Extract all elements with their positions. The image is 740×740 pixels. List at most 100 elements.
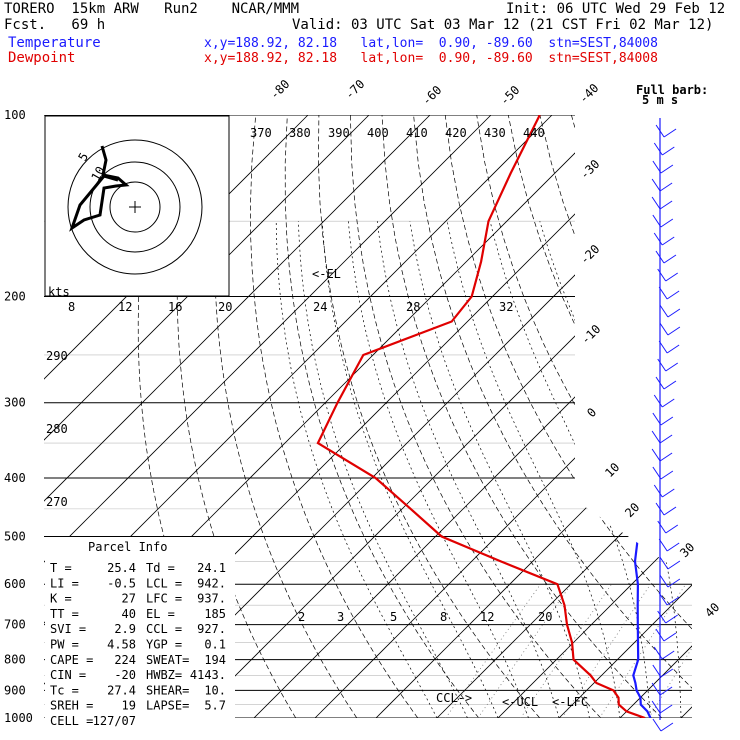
pressure-tick-label: 700 [4, 618, 26, 632]
parcel-info-value: -20 [114, 668, 136, 682]
wind-barb [653, 142, 675, 156]
pressure-tick-label: 500 [4, 529, 26, 543]
pressure-tick-label: 900 [4, 683, 26, 697]
wind-barb-flag [663, 128, 677, 138]
theta-e-label: 370 [250, 126, 272, 140]
moist-adiabat-line [297, 221, 468, 718]
wind-barb-flag [660, 470, 674, 480]
dry-adiabat-line [176, 115, 297, 718]
isotherm-label: -60 [419, 83, 444, 108]
moist-adiabat-line [275, 221, 438, 718]
model-title: TORERO 15km ARW Run2 NCAR/MMM [4, 1, 300, 17]
wind-barb-shaft [655, 124, 665, 138]
mixing-ratio-label: 2 [298, 610, 305, 624]
wind-barb-shaft [655, 376, 665, 390]
wind-barb-shaft [659, 322, 669, 336]
wind-barb-flag [663, 632, 677, 642]
wind-barb-flag [666, 596, 680, 606]
wind-barb [653, 394, 675, 408]
hodograph-box [44, 115, 230, 297]
isotherm-label: -50 [497, 83, 522, 108]
parcel-info-key: LAPSE= [146, 699, 189, 713]
hodograph-ring [89, 161, 181, 253]
moist-adiabat-line [663, 221, 692, 718]
hodograph-ring [109, 181, 161, 233]
wind-barb [657, 358, 679, 372]
theta-e-label: 380 [289, 126, 311, 140]
parcel-info-key: K = [50, 592, 72, 606]
wind-barb [658, 286, 680, 300]
parcel-info-key: EL = [146, 607, 175, 621]
wind-barb-flag [661, 236, 675, 246]
wind-barb-shaft [652, 412, 662, 426]
wind-barb [655, 124, 677, 138]
parcel-info-key: SHEAR= [146, 683, 189, 697]
wind-barb-shaft [651, 700, 661, 714]
wind-legend-units: 5 m s [642, 93, 678, 107]
hodograph-ring [67, 139, 203, 275]
theta-e-label: 440 [523, 126, 545, 140]
theta-e-label: 400 [367, 126, 389, 140]
wind-barb [652, 664, 674, 678]
mixing-ratio-label: 5 [390, 610, 397, 624]
wind-barb-shaft [657, 610, 667, 624]
wind-barb-flag [666, 290, 680, 300]
parcel-info-key: TT = [50, 607, 79, 621]
theta-e-label: 390 [328, 126, 350, 140]
wind-barb-shaft [652, 466, 662, 480]
wind-barb-flag [661, 398, 675, 408]
dry-adiabat-line [381, 115, 663, 718]
wind-barb-shaft [653, 484, 663, 498]
wind-barb-flag [659, 200, 673, 210]
wind-barb-flag [665, 524, 679, 534]
wind-barb-shaft [652, 160, 662, 174]
wind-barb-shaft [655, 628, 665, 642]
wind-barb-shaft [657, 268, 667, 282]
dry-adiabat-line [634, 115, 692, 718]
moist-adiabat-line [376, 221, 560, 718]
isotherm-label: 30 [677, 540, 697, 560]
parcel-info-key: Tc = [50, 683, 79, 697]
parcel-info-value: 25.4 [107, 561, 136, 575]
isotherm-label: -70 [342, 77, 367, 102]
wind-barb-flag [665, 362, 679, 372]
parcel-info-key: SWEAT= [146, 653, 189, 667]
parcel-info-key: Td = [146, 561, 175, 575]
isotherm-label: 10 [602, 460, 622, 480]
wind-barb-flag [667, 578, 681, 588]
hodograph-label-10: 10 [88, 164, 107, 184]
isotherm-line [558, 115, 692, 718]
wind-barb [659, 322, 681, 336]
wind-barb-flag [663, 506, 677, 516]
mixing-ratio-line [520, 583, 612, 718]
parcel-info-key: PW = [50, 638, 79, 652]
parcel-info-value: 40 [122, 607, 136, 621]
parcel-info-key: T = [50, 561, 72, 575]
parcel-info-key: LFC = [146, 592, 182, 606]
mixing-ratio-label: 20 [538, 610, 552, 624]
wind-barb-shaft [658, 538, 668, 552]
wind-barb-shaft [652, 214, 662, 228]
isotherm-line [253, 115, 692, 718]
pressure-tick-label: 800 [4, 653, 26, 667]
init-time: Init: 06 UTC Wed 29 Feb 12 [506, 1, 726, 17]
moist-adiabat-line [489, 221, 651, 718]
wind-barb-shaft [653, 232, 663, 246]
speed-label-extended: 24 [313, 300, 327, 314]
wind-barb-shaft [652, 664, 662, 678]
wind-barb-flag [665, 272, 678, 282]
dry-adiabat-line [444, 115, 692, 718]
parcel-info-value: 927. [197, 622, 226, 636]
mixing-ratio-label: 12 [480, 610, 494, 624]
speed-label: 16 [168, 300, 182, 314]
parcel-info-key: YGP = [146, 638, 182, 652]
dry-adiabat-line [214, 115, 358, 718]
mixing-ratio-label: 8 [440, 610, 447, 624]
wind-barb [652, 412, 674, 426]
parcel-info-title: Parcel Info [88, 540, 167, 554]
wind-barb [653, 646, 675, 660]
moist-adiabat-line [409, 221, 590, 718]
hodograph-kts-label: kts [48, 285, 70, 299]
